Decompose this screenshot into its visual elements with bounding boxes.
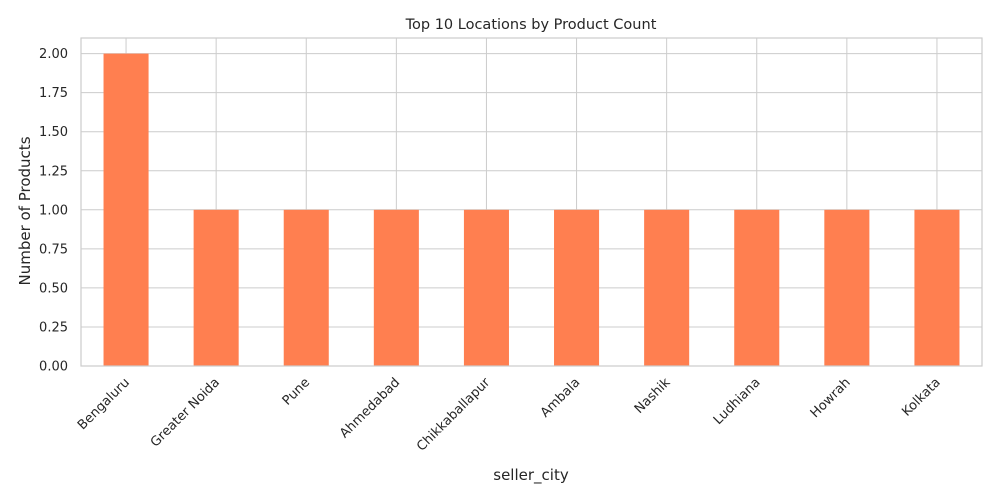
bar [824, 209, 870, 366]
y-tick-label: 0.00 [39, 360, 68, 375]
x-tick-label: Bengaluru [75, 375, 133, 433]
y-tick-label: 1.75 [39, 86, 68, 101]
y-tick-label: 1.25 [39, 164, 68, 179]
x-tick-label: Ahmedabad [337, 375, 403, 441]
x-tick-label: Chikkaballapur [414, 375, 494, 455]
y-axis-label: Number of Products [16, 136, 34, 285]
y-tick-label: 1.00 [39, 203, 68, 218]
y-tick-label: 2.00 [39, 47, 68, 62]
bar [373, 209, 419, 366]
bars [103, 53, 960, 366]
x-tick-label: Greater Noida [148, 375, 223, 450]
x-tick-label: Pune [280, 375, 313, 408]
y-tick-label: 0.50 [39, 281, 68, 296]
bar [554, 209, 600, 366]
x-tick-label: Ambala [538, 375, 584, 421]
x-tick-label: Ludhiana [711, 375, 764, 428]
x-tick-label: Howrah [808, 375, 854, 421]
x-tick-label: Nashik [632, 375, 674, 417]
x-tick-label: Kolkata [899, 375, 943, 419]
bar [734, 209, 780, 366]
x-axis-label: seller_city [493, 466, 569, 485]
y-tick-label: 1.50 [39, 125, 68, 140]
plot-frame [80, 37, 983, 367]
y-tick-label: 0.25 [39, 320, 68, 335]
bar [644, 209, 690, 366]
bar [463, 209, 509, 366]
bar [193, 209, 239, 366]
chart-title: Top 10 Locations by Product Count [405, 17, 657, 33]
bar [103, 53, 149, 366]
bar [914, 209, 960, 366]
bar [283, 209, 329, 366]
y-tick-label: 0.75 [39, 242, 68, 257]
